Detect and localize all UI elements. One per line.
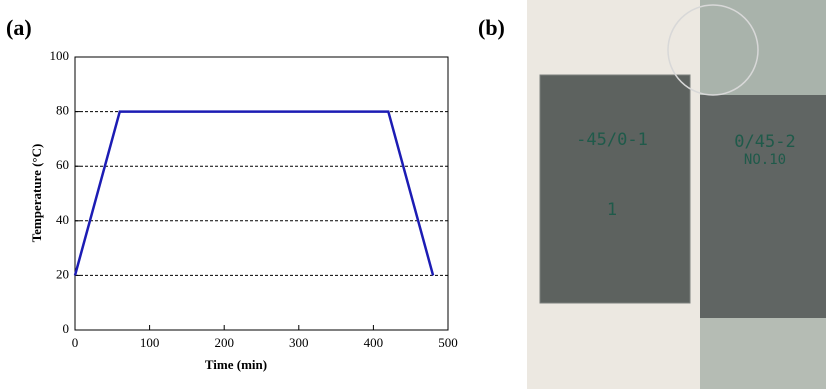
- x-tick-label: 300: [289, 335, 309, 350]
- photo: -45/0-1 1 0/45-2 NO.10: [527, 0, 826, 389]
- y-tick-label: 100: [50, 48, 70, 63]
- panel-label: (b): [478, 15, 505, 40]
- x-tick-label: 0: [72, 335, 79, 350]
- y-tick-label: 20: [56, 266, 69, 281]
- y-tick-label: 80: [56, 103, 69, 118]
- x-tick-label: 400: [364, 335, 384, 350]
- y-tick-label: 40: [56, 212, 69, 227]
- line: [73, 110, 435, 276]
- left-specimen: [539, 74, 691, 304]
- x-tick-label: 100: [140, 335, 160, 350]
- x-tick-label: 500: [438, 335, 458, 350]
- y-tick-label: 0: [63, 321, 70, 336]
- specimen-label: -45/0-1: [576, 130, 648, 150]
- y-axis-label: Temperature (°C): [29, 144, 44, 243]
- x-tick-label: 200: [214, 335, 234, 350]
- highlight-circle: [667, 4, 759, 96]
- bottom-tab: [700, 318, 826, 389]
- plot-frame: [74, 56, 449, 331]
- specimen-label: 1: [607, 200, 617, 220]
- y-tick-label: 60: [56, 157, 69, 172]
- specimen-label: 0/45-2: [734, 132, 795, 152]
- specimen-label: NO.10: [744, 152, 786, 168]
- panel-label: (a): [6, 15, 32, 40]
- x-axis-label: Time (min): [205, 357, 267, 372]
- top-tab: [700, 0, 826, 95]
